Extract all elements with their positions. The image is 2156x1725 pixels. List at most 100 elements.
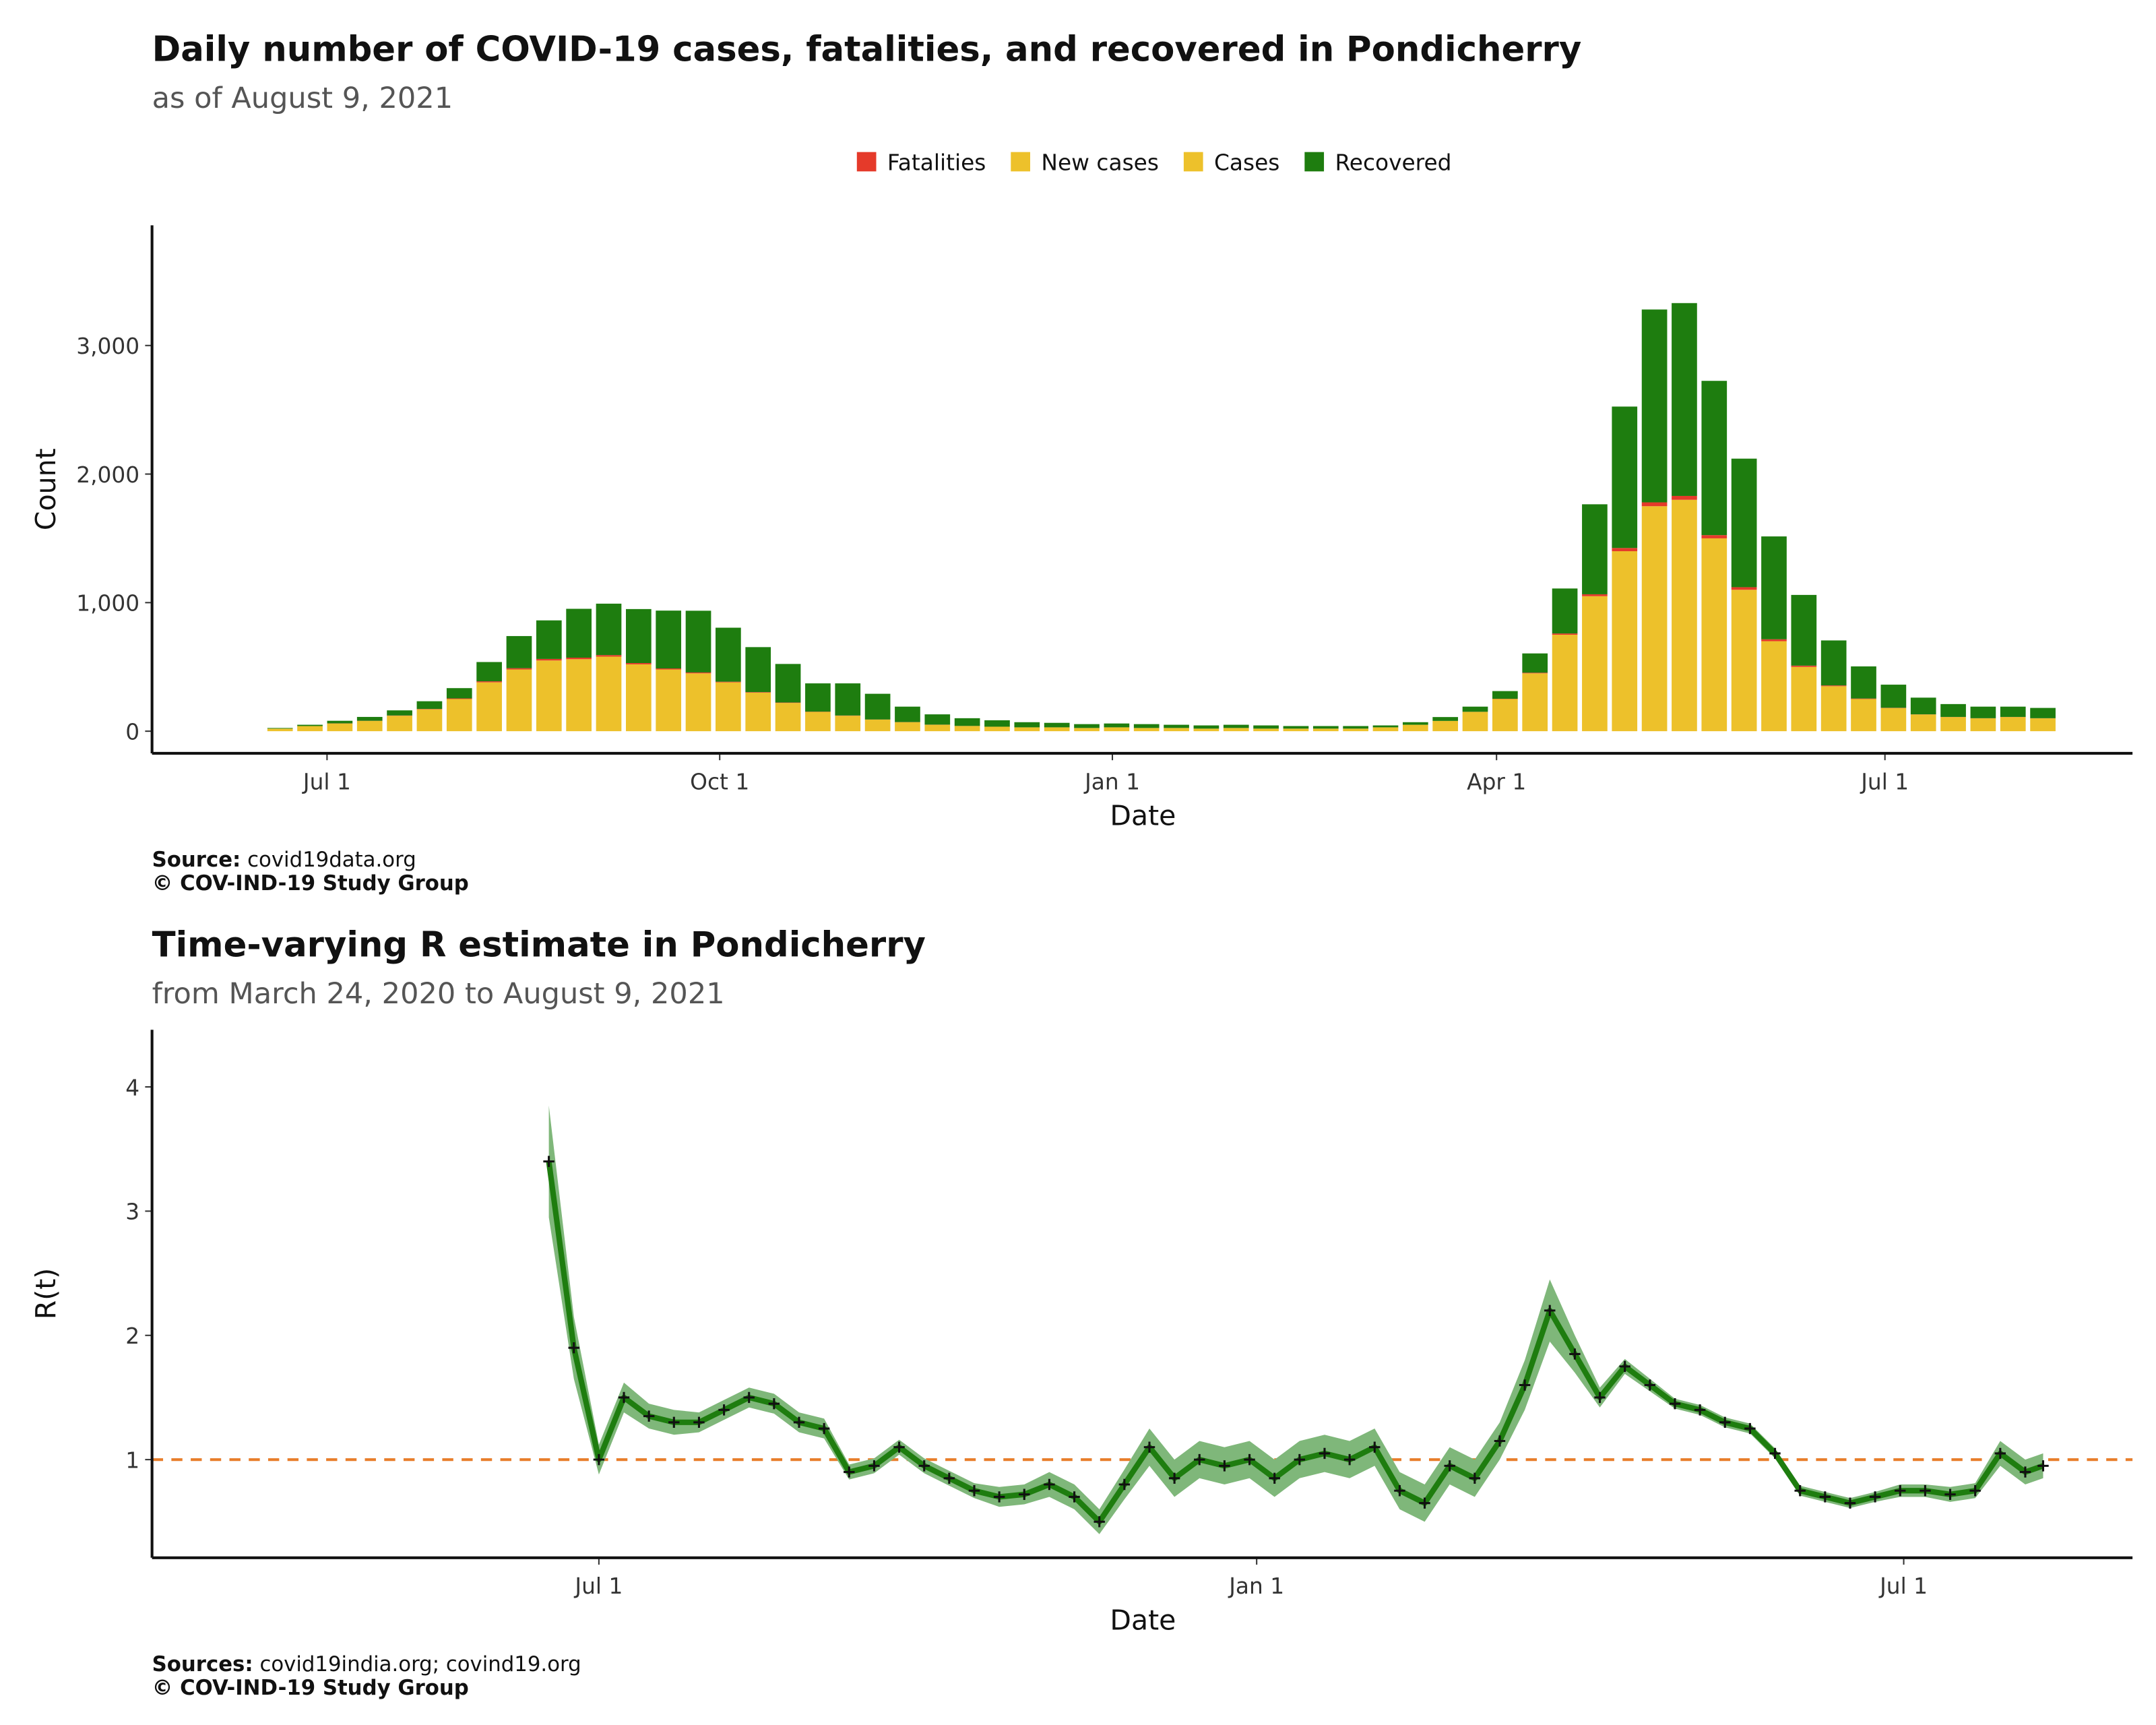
bar-segment bbox=[506, 669, 532, 732]
credit: © COV-IND-19 Study Group bbox=[152, 871, 469, 896]
y-tick-label: 0 bbox=[125, 719, 139, 745]
bar-segment bbox=[1701, 381, 1727, 536]
bar-segment bbox=[625, 608, 652, 664]
point bbox=[1519, 1379, 1531, 1391]
bar-segment bbox=[1731, 458, 1757, 588]
point bbox=[1244, 1453, 1255, 1466]
bar-segment bbox=[1432, 717, 1459, 721]
x-axis-title: Date bbox=[1110, 800, 1176, 832]
chart-title: Time-varying R estimate in Pondicherry bbox=[152, 924, 926, 965]
bar-segment bbox=[267, 728, 293, 732]
bar-segment bbox=[1193, 728, 1219, 732]
bar-segment bbox=[1462, 706, 1488, 712]
bar-segment bbox=[1761, 639, 1787, 641]
bar-segment bbox=[1014, 722, 1040, 728]
bar-segment bbox=[1820, 686, 1847, 732]
bar-segment bbox=[775, 703, 801, 732]
bar-segment bbox=[984, 726, 1010, 732]
bar-segment bbox=[327, 723, 353, 732]
y-tick-label: 1 bbox=[125, 1447, 139, 1473]
point bbox=[668, 1416, 680, 1429]
bar-segment bbox=[506, 635, 532, 668]
bar-segment bbox=[1791, 594, 1817, 666]
bar-segment bbox=[1283, 726, 1309, 729]
legend-label: Fatalities bbox=[887, 150, 986, 175]
bar-segment bbox=[536, 658, 562, 661]
bar-segment bbox=[745, 692, 771, 693]
bar-segment bbox=[1910, 697, 1936, 715]
bar-segment bbox=[1104, 723, 1130, 728]
bar-segment bbox=[954, 726, 980, 732]
bar-segment bbox=[1761, 641, 1787, 732]
bar-segment bbox=[1312, 726, 1339, 729]
x-axis-title: Date bbox=[1110, 1604, 1176, 1636]
x-tick-label: Jan 1 bbox=[1083, 769, 1140, 794]
bar-segment bbox=[625, 664, 652, 732]
point bbox=[1744, 1422, 1756, 1435]
y-tick-label: 2,000 bbox=[76, 462, 139, 488]
x-tick-label: Jan 1 bbox=[1228, 1573, 1284, 1599]
bar-segment bbox=[1223, 728, 1249, 732]
bar-segment bbox=[1641, 506, 1668, 732]
point bbox=[918, 1460, 930, 1472]
point bbox=[1819, 1491, 1831, 1503]
bar-segment bbox=[387, 716, 412, 732]
point bbox=[1319, 1447, 1331, 1460]
bar-segment bbox=[745, 692, 771, 732]
point bbox=[968, 1485, 980, 1497]
point bbox=[1594, 1391, 1606, 1404]
bar-segment bbox=[1253, 728, 1279, 732]
legend-swatch bbox=[1183, 152, 1203, 172]
bar-segment bbox=[716, 682, 741, 732]
legend-swatch bbox=[856, 152, 877, 172]
bar-segment bbox=[924, 714, 951, 725]
bar-segment bbox=[1343, 726, 1368, 729]
bar-segment bbox=[297, 726, 323, 732]
bar-segment bbox=[596, 655, 622, 657]
bar-segment bbox=[1014, 727, 1040, 732]
caption: Sources: covid19india.org; covind19.org bbox=[152, 1652, 581, 1676]
caption-text: covid19india.org; covind19.org bbox=[259, 1652, 581, 1676]
point bbox=[1994, 1447, 2006, 1460]
bar-segment bbox=[1432, 720, 1459, 732]
bar-segment bbox=[924, 724, 951, 732]
point bbox=[1719, 1416, 1731, 1429]
bar-segment bbox=[1312, 728, 1339, 732]
bar-segment bbox=[1283, 728, 1309, 732]
point bbox=[1143, 1441, 1155, 1453]
bar-segment bbox=[1791, 666, 1817, 732]
bar-segment bbox=[1851, 666, 1876, 699]
point bbox=[793, 1416, 805, 1429]
bar-segment bbox=[1970, 718, 1996, 732]
point bbox=[868, 1460, 880, 1472]
bar-segment bbox=[685, 672, 711, 674]
caption-label: Sources: bbox=[152, 1652, 253, 1676]
x-tick-label: Jul 1 bbox=[1878, 1573, 1928, 1599]
bar-segment bbox=[297, 724, 323, 726]
point bbox=[1444, 1460, 1455, 1472]
chart-subtitle: from March 24, 2020 to August 9, 2021 bbox=[152, 977, 725, 1011]
bar-segment bbox=[1820, 685, 1847, 687]
bar-segment bbox=[1044, 727, 1070, 732]
bar-segment bbox=[1164, 724, 1189, 728]
point bbox=[1069, 1491, 1080, 1503]
bar-segment bbox=[1552, 588, 1578, 634]
legend-label: Cases bbox=[1214, 150, 1279, 175]
point bbox=[1920, 1485, 1931, 1497]
point bbox=[643, 1410, 655, 1422]
bar-segment bbox=[1612, 406, 1638, 548]
point bbox=[818, 1422, 830, 1435]
bar-segment bbox=[2000, 706, 2026, 717]
bar-segment bbox=[506, 668, 532, 670]
bar-segment bbox=[1522, 673, 1548, 732]
y-tick-label: 1,000 bbox=[76, 591, 139, 617]
bar-segment bbox=[1940, 717, 1966, 732]
bar-segment bbox=[1582, 594, 1608, 596]
bar-segment bbox=[536, 660, 562, 732]
y-axis-title: Count bbox=[30, 448, 62, 530]
point bbox=[1895, 1485, 1906, 1497]
y-tick-label: 2 bbox=[125, 1323, 139, 1349]
bar-segment bbox=[1672, 499, 1697, 732]
point bbox=[1168, 1472, 1180, 1484]
